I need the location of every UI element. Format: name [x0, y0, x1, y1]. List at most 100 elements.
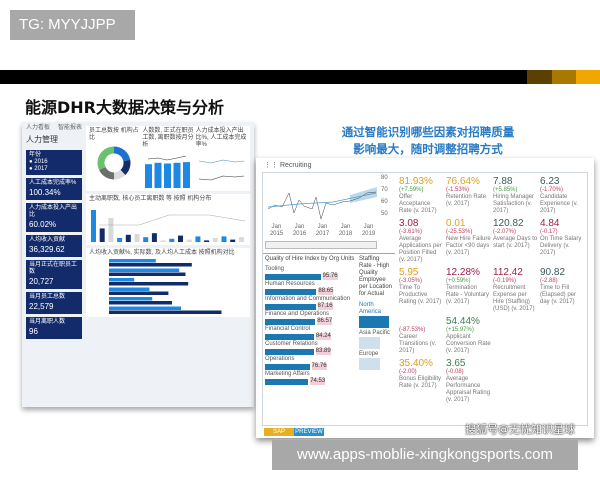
panel-title: 人力成本投入产出比%, 人工成本完成率% [195, 128, 247, 148]
kpi-tile[interactable]: 6.23 (-1.70%) Candidate Experience (v. 201… [540, 176, 587, 215]
kpi-tile[interactable]: 12.28% (+0.59%) Termination Rate - Volunta… [446, 267, 493, 313]
distribution-bar [134, 234, 140, 242]
kpi-tile[interactable]: 4.84 (-0.17) On Time Salary Delivery (v. 2… [540, 218, 587, 264]
hbar-target [109, 301, 172, 305]
staffing-bar [359, 316, 389, 328]
quality-bar-row: 84.24 [265, 333, 355, 340]
distribution-bar [212, 238, 218, 242]
trend-fit [267, 192, 377, 208]
kpi-value: 35.40% [399, 358, 433, 369]
kpi-card-value: 100.34% [29, 188, 61, 197]
quality-label: Information and Communication [265, 296, 351, 302]
range-slider[interactable] [265, 241, 377, 249]
kpi-name: Bonus Eligibility Rate (v. 2017) [399, 376, 442, 389]
kpi-value: 6.23 [540, 176, 560, 187]
distribution-bar [108, 218, 114, 242]
kpi-tile[interactable]: 3.65 (-0.08) Average Performance Appraisal… [446, 358, 493, 404]
kpi-tile[interactable]: 112.42 (-0.19%) Recruitment Expense per Hi… [493, 267, 540, 313]
kpi-delta: (-3.61%) [399, 229, 423, 235]
quality-bar [265, 378, 309, 385]
menu-icon[interactable]: ⋮⋮ [264, 162, 278, 169]
kpi-delta: (-3.05%) [399, 278, 423, 284]
kpi-delta: (-1.53%) [446, 187, 470, 193]
kpi-tile[interactable]: 0.01 (-25.53%) New Hire Failure Factor <90… [446, 218, 493, 264]
quality-label: Finance and Operations [265, 311, 330, 317]
kpi-name: Applicant Conversion Rate (v. 2017) [446, 334, 491, 354]
kpi-card: 当月员工总数 22,579 [26, 292, 82, 314]
ratio-section: 人力成本投入产出比%, 人工成本完成率% [196, 128, 247, 189]
kpi-card: 当月离职人数 96 [26, 317, 82, 339]
kpi-tile[interactable]: 54.44% (+15.97%) Applicant Conversion Rate… [446, 316, 493, 355]
quality-label: Financial Control [265, 326, 311, 332]
staffing-title: Staffing Rate - High Quality Employee pe… [359, 256, 393, 297]
quality-bar-row: 88.65 [265, 288, 355, 295]
kpi-tile[interactable]: (-87.53%) Career Transitions (v. 2017) [399, 316, 446, 355]
section-title: 人力管理 [26, 135, 58, 144]
distribution-bar [91, 210, 96, 242]
kpi-card-label: 当月正式在职员工数 [29, 262, 78, 275]
quality-value: 88.65 [318, 288, 334, 295]
hbar-target [109, 263, 192, 267]
kpi-tile[interactable]: 81.93% (+7.59%) Offer Acceptance Rate (v. … [399, 176, 446, 215]
kpi-name: Offer Acceptance Rate (v. 2017) [399, 194, 437, 214]
monthly-bar [173, 162, 181, 188]
quality-column: Quality of Hire Index by Org Units Tooli… [265, 256, 355, 385]
kpi-delta: (-25.53%) [446, 229, 473, 235]
kpi-tile[interactable]: 7.88 (+5.85%) Hiring Manager Satisfaction … [493, 176, 540, 215]
kpi-tile[interactable]: 3.08 (-3.61%) Average Applications per Pos… [399, 218, 446, 264]
filter-option-2017[interactable]: ● 2017 [29, 166, 48, 172]
recruiting-title: Recruiting [279, 162, 312, 169]
donut-section: 员工总数按 机构占比 [89, 128, 140, 189]
kpi-value: 90.82 [540, 267, 566, 278]
filter-label: 年份 [29, 152, 42, 158]
recruiting-header: ⋮⋮ Recruiting [264, 161, 464, 170]
badge-sap: SAP [264, 428, 294, 436]
tab-reports[interactable]: 智能报表 [58, 125, 83, 131]
quality-label: Human Resources [265, 281, 315, 287]
panel-title: 主动离职数, 核心员工离职数 等 按照 机构分布 [89, 196, 212, 202]
filter-option-2016[interactable]: ● 2016 [29, 159, 48, 165]
staffing-row: Asia Pacific [359, 330, 393, 349]
year-filter-card[interactable]: 年份 ● 2016 ● 2017 [26, 150, 82, 175]
x-tick: Jan 2015 [269, 224, 284, 237]
staffing-row: Europe [359, 351, 393, 370]
kpi-tile[interactable]: 5.95 (-3.05%) Time To Productive Rating (v… [399, 267, 446, 313]
monthly-bar [183, 162, 191, 188]
quality-bar-row: 86.57 [265, 318, 355, 325]
distribution-bar [238, 237, 244, 242]
distribution-bar [151, 233, 157, 242]
ratio-line-chart [198, 159, 244, 181]
kpi-name: Time to Fill (Elapsed) per day (v. 2017) [540, 285, 577, 305]
tab-hr-board[interactable]: 人力看板 [26, 125, 51, 131]
quality-bar [265, 363, 310, 370]
chart-panel-middle: 主动离职数, 核心员工离职数 等 按照 机构分布 [86, 194, 250, 245]
quality-row: Customer Relations 83.89 [265, 341, 355, 355]
quality-bar-row: 83.89 [265, 348, 355, 355]
quality-value: 86.57 [317, 318, 333, 325]
kpi-tile[interactable]: 120.82 (-2.07%) Average Days to start (v. … [493, 218, 540, 264]
kpi-tile[interactable]: 76.64% (-1.53%) Retention Rate (v. 2017) [446, 176, 493, 215]
trend-line [198, 159, 244, 164]
kpi-value: 0.01 [446, 218, 466, 229]
kpi-tile[interactable]: 90.82 (-2.88) Time to Fill (Elapsed) per d… [540, 267, 587, 313]
kpi-name: Candidate Experience (v. 2017) [540, 194, 578, 214]
kpi-value: 81.93% [399, 176, 433, 187]
panel-title: 人均收入贡献%, 实际数, 及人均人工成本 按照机构对比 [89, 250, 235, 256]
kpi-name: Time To Productive Rating (v. 2017) [399, 285, 442, 305]
kpi-name: Average Days to start (v. 2017) [493, 236, 538, 249]
kpi-name: Termination Rate - Voluntary (v. 2017) [446, 285, 490, 305]
accent-block [527, 70, 552, 84]
staffing-bar [359, 337, 380, 349]
kpi-card-column: 年份 ● 2016 ● 2017 人工成本完成率% 100.34% 人力成本投入产出… [26, 150, 82, 339]
kpi-delta: (+0.59%) [446, 278, 471, 284]
quality-value: 74.53 [310, 378, 326, 385]
quality-row: Financial Control 84.24 [265, 326, 355, 340]
watermark: 搜狐号@无忧知识星球 [465, 423, 575, 436]
hbar-actual [109, 287, 150, 291]
quality-bar [265, 318, 316, 325]
kpi-delta: (-87.53%) [399, 327, 426, 333]
trend-line [198, 175, 244, 181]
kpi-tile[interactable]: 35.40% (-2.00) Bonus Eligibility Rate (v. … [399, 358, 446, 404]
quality-value: 76.76 [311, 363, 327, 370]
kpi-delta: (-0.17) [540, 229, 558, 235]
